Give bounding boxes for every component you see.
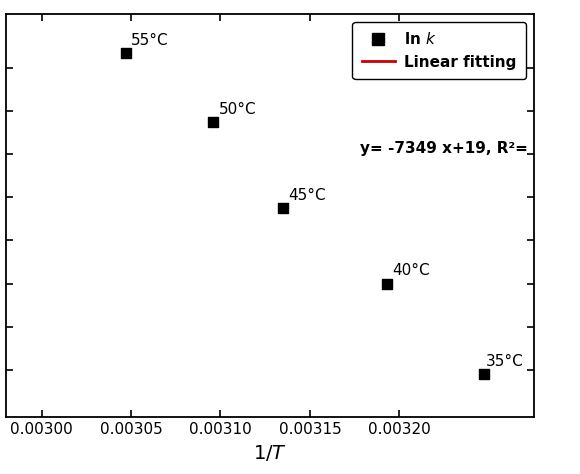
Point <box>479 370 488 378</box>
X-axis label: $\mathit{1/T}$: $\mathit{1/T}$ <box>253 443 287 463</box>
Text: 55°C: 55°C <box>131 33 169 48</box>
Point <box>121 49 130 57</box>
Text: y= -7349 x+19, R²=: y= -7349 x+19, R²= <box>360 141 528 156</box>
Text: 50°C: 50°C <box>219 101 256 117</box>
Point <box>382 280 392 287</box>
Text: 40°C: 40°C <box>393 263 430 278</box>
Text: 45°C: 45°C <box>289 188 327 203</box>
Legend: ln $\mathit{k}$, Linear fitting: ln $\mathit{k}$, Linear fitting <box>353 22 526 79</box>
Point <box>278 204 288 212</box>
Point <box>209 118 218 126</box>
Text: 35°C: 35°C <box>486 354 524 369</box>
